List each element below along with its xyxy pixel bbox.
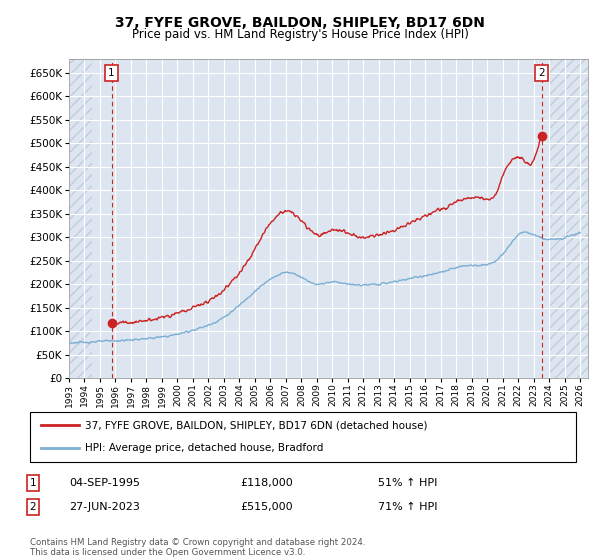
Text: 71% ↑ HPI: 71% ↑ HPI: [378, 502, 437, 512]
Text: £118,000: £118,000: [240, 478, 293, 488]
Text: 1: 1: [108, 68, 115, 78]
Text: £515,000: £515,000: [240, 502, 293, 512]
Text: 2: 2: [538, 68, 545, 78]
Text: 37, FYFE GROVE, BAILDON, SHIPLEY, BD17 6DN (detached house): 37, FYFE GROVE, BAILDON, SHIPLEY, BD17 6…: [85, 420, 427, 430]
Text: 27-JUN-2023: 27-JUN-2023: [69, 502, 140, 512]
Text: 1: 1: [29, 478, 37, 488]
Text: Contains HM Land Registry data © Crown copyright and database right 2024.
This d: Contains HM Land Registry data © Crown c…: [30, 538, 365, 557]
Text: Price paid vs. HM Land Registry's House Price Index (HPI): Price paid vs. HM Land Registry's House …: [131, 28, 469, 41]
Text: 37, FYFE GROVE, BAILDON, SHIPLEY, BD17 6DN: 37, FYFE GROVE, BAILDON, SHIPLEY, BD17 6…: [115, 16, 485, 30]
Text: 51% ↑ HPI: 51% ↑ HPI: [378, 478, 437, 488]
Text: 2: 2: [29, 502, 37, 512]
Text: 04-SEP-1995: 04-SEP-1995: [69, 478, 140, 488]
Text: HPI: Average price, detached house, Bradford: HPI: Average price, detached house, Brad…: [85, 444, 323, 454]
